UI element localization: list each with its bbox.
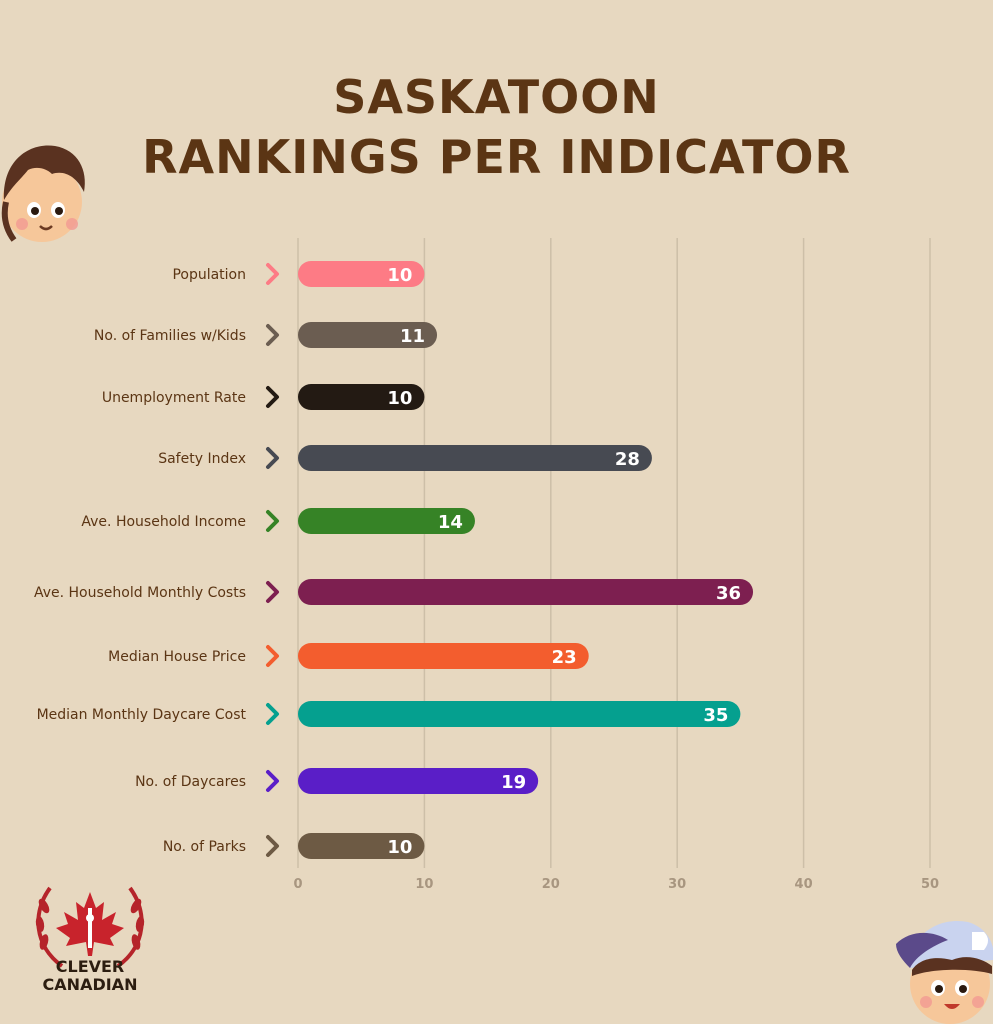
- x-tick-label: 30: [668, 877, 686, 892]
- logo-wordmark: CLEVER CANADIAN: [20, 958, 160, 994]
- chevron-right-icon: [266, 645, 279, 667]
- chevron-right-icon: [266, 263, 279, 285]
- category-label: Median Monthly Daycare Cost: [37, 707, 247, 723]
- chart-title-line2: RANKINGS PER INDICATOR: [142, 130, 851, 184]
- category-label: No. of Families w/Kids: [94, 328, 246, 344]
- bar: [298, 643, 589, 669]
- x-tick-label: 10: [415, 877, 433, 892]
- bar: [298, 261, 425, 287]
- bar: [298, 833, 425, 859]
- chevron-right-icon: [266, 703, 279, 725]
- bar-value-label: 35: [703, 705, 728, 726]
- boy-character-icon: [1, 145, 85, 242]
- chevron-right-icon: [266, 324, 279, 346]
- category-label: Unemployment Rate: [102, 390, 246, 406]
- chart-title-line1: SASKATOON: [333, 70, 660, 124]
- bar-value-label: 36: [716, 583, 741, 604]
- boy-with-cap-character-icon: [896, 920, 993, 1024]
- logo-line2: CANADIAN: [42, 975, 138, 994]
- x-tick-label: 20: [542, 877, 560, 892]
- bar: [298, 445, 652, 471]
- clever-canadian-logo: [35, 886, 145, 968]
- category-label: No. of Parks: [163, 839, 246, 855]
- bar: [298, 322, 438, 348]
- x-tick-label: 50: [921, 877, 939, 892]
- chevron-right-icon: [266, 447, 279, 469]
- chevron-right-icon: [266, 835, 279, 857]
- logo-line1: CLEVER: [55, 957, 125, 976]
- bar-value-label: 23: [552, 647, 577, 668]
- bar: [298, 701, 741, 727]
- bar-value-label: 10: [387, 837, 412, 858]
- bar: [298, 384, 425, 410]
- bar: [298, 579, 754, 605]
- category-label: Population: [172, 267, 246, 283]
- chevron-right-icon: [266, 770, 279, 792]
- bar-value-label: 28: [615, 449, 640, 470]
- x-tick-label: 40: [795, 877, 813, 892]
- category-label: No. of Daycares: [135, 774, 246, 790]
- bar: [298, 768, 539, 794]
- chevron-right-icon: [266, 581, 279, 603]
- chevron-right-icon: [266, 386, 279, 408]
- category-label: Ave. Household Monthly Costs: [34, 585, 246, 601]
- x-tick-label: 0: [293, 877, 302, 892]
- category-label: Ave. Household Income: [81, 514, 246, 530]
- bar-value-label: 14: [438, 512, 463, 533]
- category-label: Median House Price: [108, 649, 246, 665]
- bar: [298, 508, 475, 534]
- chevron-right-icon: [266, 510, 279, 532]
- bar-value-label: 19: [501, 772, 526, 793]
- bar-value-label: 10: [387, 388, 412, 409]
- bar-value-label: 11: [400, 326, 425, 347]
- bar-value-label: 10: [387, 265, 412, 286]
- category-label: Safety Index: [158, 451, 246, 467]
